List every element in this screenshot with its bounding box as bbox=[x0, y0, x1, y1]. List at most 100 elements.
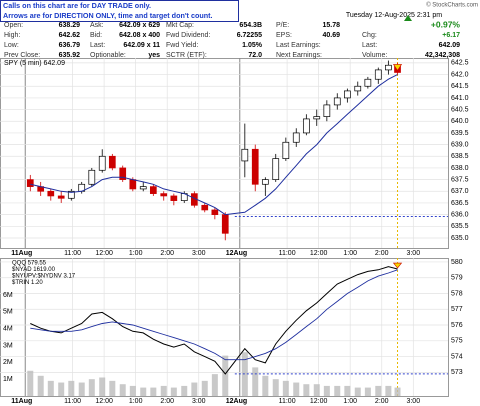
x-tick-label: 12:00 bbox=[310, 250, 328, 257]
note-box bbox=[0, 0, 239, 22]
volume-bar bbox=[303, 384, 310, 396]
x-tick-label: 12:00 bbox=[95, 250, 113, 257]
volume-bar bbox=[385, 385, 392, 396]
y-tick-label: 1M bbox=[3, 376, 13, 383]
volume-bar bbox=[394, 387, 401, 396]
legend-entry: $NYAD 1619.00 bbox=[12, 267, 56, 273]
x-tick-label: 12:00 bbox=[95, 398, 113, 405]
last-marker bbox=[392, 262, 403, 269]
x-tick-label: 12Aug bbox=[226, 250, 247, 257]
candle-body bbox=[47, 190, 55, 197]
volume-bar bbox=[37, 375, 44, 396]
y-tick-label: 637.5 bbox=[451, 176, 469, 183]
y-tick-label: 2M bbox=[3, 359, 13, 366]
x-tick-label: 3:00 bbox=[192, 398, 206, 405]
field-label: Fwd Dividend: bbox=[166, 32, 210, 39]
y-tick-label: 638.0 bbox=[451, 165, 469, 172]
candle-body bbox=[374, 69, 382, 80]
x-tick-label: 3:00 bbox=[192, 250, 206, 257]
volume-bar bbox=[160, 385, 167, 396]
y-tick-label: 574 bbox=[451, 353, 463, 360]
y-tick-label: 579 bbox=[451, 275, 463, 282]
candle-body bbox=[385, 64, 392, 71]
y-tick-label: 639.0 bbox=[451, 141, 469, 148]
x-tick-label: 2:00 bbox=[375, 250, 389, 257]
volume-bar bbox=[323, 385, 330, 396]
candle-body bbox=[108, 155, 116, 169]
y-tick-label: 639.5 bbox=[451, 130, 469, 137]
x-tick-label: 12Aug bbox=[226, 398, 247, 405]
volume-bar bbox=[252, 367, 259, 396]
candle-body bbox=[88, 169, 96, 185]
volume-bar bbox=[334, 385, 341, 396]
volume-bar bbox=[27, 370, 34, 396]
candle-body bbox=[129, 179, 137, 190]
candle-body bbox=[313, 116, 321, 120]
y-tick-label: 635.0 bbox=[451, 235, 469, 242]
copyright: © StockCharts.com bbox=[426, 2, 478, 9]
volume-bar bbox=[191, 382, 198, 396]
y-tick-label: 5M bbox=[3, 309, 13, 316]
field-label: Prev Close: bbox=[4, 52, 40, 59]
price-line bbox=[30, 266, 398, 375]
volume-bar bbox=[129, 385, 136, 396]
volume-bar bbox=[354, 387, 361, 396]
x-tick-label: 1:00 bbox=[343, 250, 357, 257]
volume-bar bbox=[282, 380, 289, 396]
volume-bar bbox=[88, 379, 95, 396]
volume-bar bbox=[119, 384, 126, 396]
field-value: +0.97% bbox=[431, 19, 461, 29]
last-marker bbox=[392, 64, 403, 72]
legend-entry: $NYUPV:$NYDNV 3.17 bbox=[12, 274, 76, 280]
y-tick-label: 640.5 bbox=[451, 106, 469, 113]
field-label: Next Earnings: bbox=[276, 52, 322, 59]
x-tick-label: 3:00 bbox=[406, 250, 420, 257]
field-value: 6.72255 bbox=[237, 32, 262, 39]
volume-bar bbox=[99, 377, 106, 396]
y-tick-label: 642.5 bbox=[451, 60, 469, 67]
y-tick-label: 642.0 bbox=[451, 71, 469, 78]
y-tick-label: 641.5 bbox=[451, 83, 469, 90]
y-tick-label: 637.0 bbox=[451, 188, 469, 195]
volume-bar bbox=[262, 375, 269, 396]
volume-bar bbox=[344, 385, 351, 396]
volume-bar bbox=[78, 382, 85, 396]
volume-bar bbox=[272, 379, 279, 396]
volume-bar bbox=[109, 380, 116, 396]
candle-body bbox=[57, 195, 65, 199]
x-tick-label: 2:00 bbox=[375, 398, 389, 405]
chart-title: SPY (5 min) 642.09 bbox=[4, 60, 65, 67]
field-label: Last Earnings: bbox=[276, 42, 321, 49]
candle-body bbox=[119, 167, 127, 180]
candle-body bbox=[354, 85, 362, 92]
volume-bar bbox=[375, 385, 382, 396]
y-tick-label: 573 bbox=[451, 369, 463, 376]
field-label: Open: bbox=[4, 22, 23, 29]
candle-body bbox=[139, 186, 147, 190]
field-label: SCTR (ETF): bbox=[166, 52, 207, 59]
price-panel bbox=[0, 58, 449, 249]
y-tick-label: 635.5 bbox=[451, 223, 469, 230]
note-line: Calls on this chart are for DAY TRADE on… bbox=[3, 1, 151, 10]
candle-body bbox=[98, 155, 106, 171]
volume-bar bbox=[293, 382, 300, 396]
x-tick-label: 1:00 bbox=[343, 398, 357, 405]
y-tick-label: 576 bbox=[451, 322, 463, 329]
candle-body bbox=[261, 179, 269, 185]
volume-bar bbox=[58, 382, 65, 396]
volume-bar bbox=[313, 384, 320, 396]
field-value: +6.17 bbox=[442, 32, 460, 39]
candle-body bbox=[241, 148, 249, 162]
x-tick-label: 11Aug bbox=[11, 398, 32, 405]
x-tick-label: 1:00 bbox=[129, 250, 143, 257]
field-value: 642.08 x 400 bbox=[119, 32, 160, 39]
field-label: EPS: bbox=[276, 32, 292, 39]
field-label: Fwd Yield: bbox=[166, 42, 198, 49]
volume-bar bbox=[201, 380, 208, 396]
y-tick-label: 6M bbox=[3, 292, 13, 299]
x-tick-label: 3:00 bbox=[406, 398, 420, 405]
candle-body bbox=[26, 179, 34, 187]
field-label: Optionable: bbox=[90, 52, 126, 59]
volume-bar bbox=[181, 385, 188, 396]
